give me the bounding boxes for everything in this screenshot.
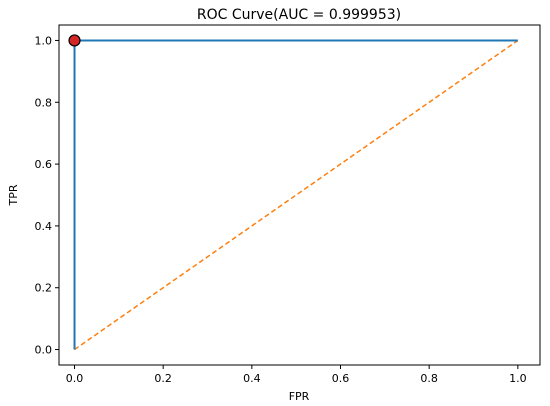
y-axis-label: TPR: [7, 184, 20, 206]
x-tick-label: 0.6: [332, 372, 350, 385]
y-tick-label: 0.4: [35, 220, 53, 233]
diagonal-reference-line: [74, 39, 519, 351]
x-tick-label: 0.4: [243, 372, 261, 385]
y-tick-label: 1.0: [35, 34, 53, 47]
y-axis-ticks: 0.0 0.2 0.4 0.6 0.8 1.0: [35, 34, 59, 357]
x-tick-label: 0.8: [420, 372, 438, 385]
x-tick-label: 0.2: [154, 372, 172, 385]
plot-content: [68, 34, 519, 351]
x-tick-label: 1.0: [509, 372, 527, 385]
x-axis-label: FPR: [289, 390, 310, 403]
x-axis-ticks: 0.0 0.2 0.4 0.6 0.8 1.0: [66, 365, 527, 385]
y-tick-label: 0.2: [35, 282, 53, 295]
chart-title: ROC Curve(AUC = 0.999953): [197, 7, 401, 23]
optimal-point-marker: [68, 34, 81, 47]
plot-frame: [58, 24, 541, 366]
x-tick-label: 0.0: [66, 372, 84, 385]
y-tick-label: 0.6: [35, 158, 53, 171]
y-tick-label: 0.8: [35, 96, 53, 109]
y-tick-label: 0.0: [35, 344, 53, 357]
